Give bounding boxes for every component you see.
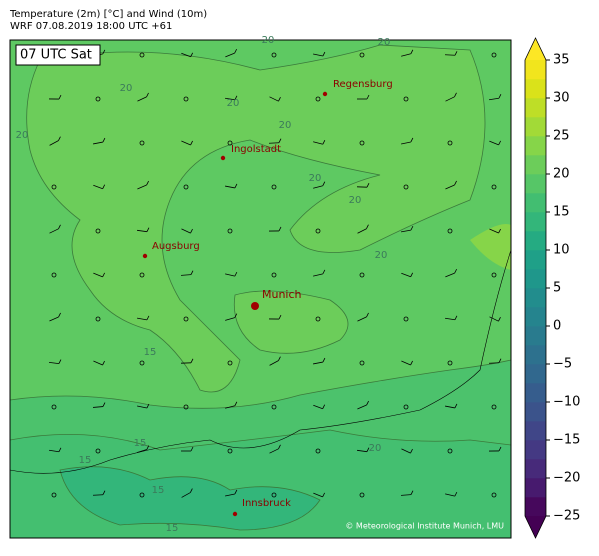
colorbar-tick-label: −5 bbox=[553, 357, 572, 372]
colorbar-tick-label: 25 bbox=[553, 129, 570, 144]
contour-label: 15 bbox=[152, 485, 165, 496]
city-marker bbox=[233, 512, 237, 516]
title: Temperature (2m) [°C] and Wind (10m) bbox=[9, 9, 207, 20]
colorbar-segment bbox=[525, 402, 546, 421]
colorbar-segment bbox=[525, 231, 546, 250]
colorbar-tick-label: 10 bbox=[553, 243, 570, 258]
colorbar-segment bbox=[525, 60, 546, 79]
contour-label: 20 bbox=[227, 98, 240, 109]
contour-label: 20 bbox=[309, 173, 322, 184]
colorbar-under bbox=[525, 516, 546, 538]
colorbar-segment bbox=[525, 478, 546, 497]
colorbar-segment bbox=[525, 269, 546, 288]
city-label: Munich bbox=[262, 288, 302, 301]
colorbar-segment bbox=[525, 383, 546, 402]
credit: © Meteorological Institute Munich, LMU bbox=[345, 522, 504, 531]
contour-label: 20 bbox=[375, 250, 388, 261]
city-label: Innsbruck bbox=[242, 498, 291, 509]
colorbar-segment bbox=[525, 79, 546, 98]
colorbar-segment bbox=[525, 497, 546, 516]
colorbar-segment bbox=[525, 288, 546, 307]
contour-label: 20 bbox=[369, 443, 382, 454]
contour-label: 15 bbox=[166, 523, 179, 534]
contour-label: 15 bbox=[144, 347, 157, 358]
colorbar-segment bbox=[525, 440, 546, 459]
colorbar-tick-label: 30 bbox=[553, 91, 570, 106]
colorbar-segment bbox=[525, 421, 546, 440]
colorbar-tick-label: 35 bbox=[553, 53, 570, 68]
colorbar-tick-label: 0 bbox=[553, 319, 561, 334]
colorbar-segment bbox=[525, 364, 546, 383]
subtitle: WRF 07.08.2019 18:00 UTC +61 bbox=[10, 21, 172, 32]
contour-label: 20 bbox=[262, 35, 275, 46]
city-label: Regensburg bbox=[333, 79, 393, 90]
colorbar-tick-label: −20 bbox=[553, 471, 580, 486]
colorbar-segment bbox=[525, 98, 546, 117]
barb bbox=[489, 363, 499, 364]
contour-label: 20 bbox=[16, 130, 29, 141]
colorbar-over bbox=[525, 38, 546, 60]
barb bbox=[445, 55, 455, 56]
colorbar-tick-label: 20 bbox=[553, 167, 570, 182]
colorbar-segment bbox=[525, 345, 546, 364]
colorbar-segment bbox=[525, 117, 546, 136]
colorbar-tick-label: −10 bbox=[553, 395, 580, 410]
colorbar-segment bbox=[525, 174, 546, 193]
contour-label: 15 bbox=[134, 438, 147, 449]
time-label: 07 UTC Sat bbox=[20, 48, 92, 63]
barb bbox=[93, 495, 103, 496]
contour-label: 20 bbox=[279, 120, 292, 131]
city-label: Augsburg bbox=[152, 241, 200, 252]
contour-label: 20 bbox=[378, 37, 391, 48]
colorbar-tick-label: 15 bbox=[553, 205, 570, 220]
city-marker bbox=[143, 254, 147, 258]
colorbar-segment bbox=[525, 193, 546, 212]
city-marker bbox=[221, 156, 225, 160]
colorbar-tick-label: −15 bbox=[553, 433, 580, 448]
contour-label: 20 bbox=[349, 195, 362, 206]
colorbar-segment bbox=[525, 212, 546, 231]
city-marker bbox=[251, 302, 259, 310]
colorbar-segment bbox=[525, 326, 546, 345]
colorbar-segment bbox=[525, 307, 546, 326]
colorbar-segment bbox=[525, 459, 546, 478]
colorbar-tick-label: 5 bbox=[553, 281, 561, 296]
contour-label: 20 bbox=[120, 83, 133, 94]
colorbar-segment bbox=[525, 250, 546, 269]
colorbar-segment bbox=[525, 136, 546, 155]
colorbar-segment bbox=[525, 155, 546, 174]
city-label: Ingolstadt bbox=[231, 144, 281, 155]
city-marker bbox=[323, 92, 327, 96]
colorbar-tick-label: −25 bbox=[553, 509, 580, 524]
contour-label: 15 bbox=[79, 455, 92, 466]
